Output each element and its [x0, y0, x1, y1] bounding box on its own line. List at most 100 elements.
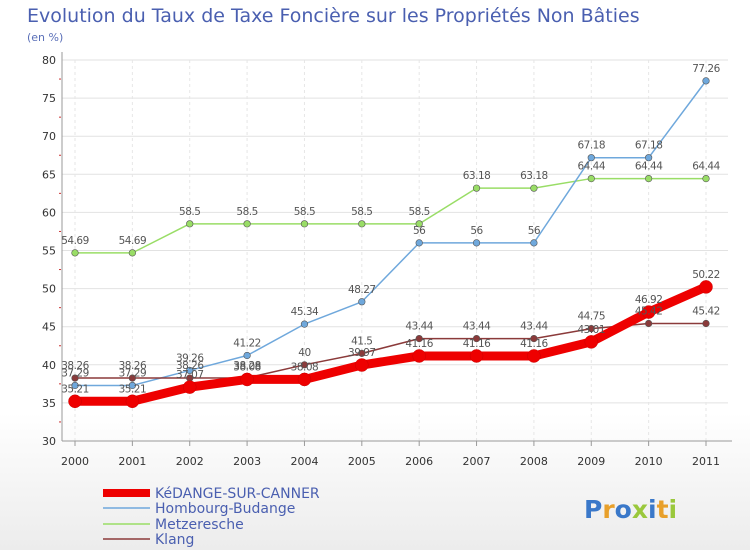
x-tick-label: 2005	[348, 455, 376, 468]
data-point	[297, 372, 312, 387]
data-point	[530, 184, 538, 192]
x-tick-label: 2006	[405, 455, 433, 468]
data-label: 37.07	[176, 369, 204, 381]
data-point	[186, 220, 194, 228]
data-label: 43.44	[463, 321, 491, 333]
x-tick-label: 2001	[118, 455, 146, 468]
data-point	[527, 349, 541, 363]
y-tick-label: 75	[42, 92, 56, 105]
data-point	[125, 394, 140, 409]
y-tick-label: 55	[42, 245, 56, 258]
data-point	[128, 374, 136, 382]
data-label: 64.44	[577, 161, 605, 173]
data-label: 48.27	[348, 284, 376, 296]
data-label: 58.5	[408, 206, 429, 218]
logo-letter: r	[602, 495, 615, 524]
data-label: 43.01	[577, 324, 605, 336]
data-label: 67.18	[577, 140, 605, 152]
data-point	[702, 174, 710, 183]
data-label: 43.44	[405, 321, 433, 333]
data-point	[128, 249, 136, 257]
data-point	[68, 394, 82, 409]
data-label: 45.42	[635, 305, 663, 317]
y-tick-label: 70	[42, 130, 56, 143]
data-point	[300, 220, 309, 228]
data-point	[645, 319, 653, 328]
logo-letter: x	[632, 495, 648, 524]
data-point	[300, 361, 309, 369]
data-point	[641, 305, 656, 319]
data-point	[645, 174, 653, 183]
y-tick-label: 45	[42, 321, 56, 334]
logo-letter: o	[615, 495, 632, 524]
data-label: 41.16	[405, 338, 433, 350]
data-label: 58.5	[179, 206, 200, 218]
x-tick-label: 2008	[520, 455, 548, 468]
data-point	[702, 319, 710, 328]
data-label: 63.18	[463, 170, 491, 182]
data-point	[645, 154, 653, 162]
data-point	[182, 380, 197, 394]
x-tick-label: 2007	[463, 455, 491, 468]
chart-subtitle: (en %)	[27, 31, 63, 44]
data-label: 58.5	[236, 206, 257, 218]
data-label: 45.34	[291, 306, 319, 318]
data-label: 64.44	[635, 161, 663, 173]
data-label: 38.26	[119, 360, 147, 372]
data-label: 39.97	[348, 347, 376, 359]
logo-letter: i	[669, 495, 678, 524]
data-point	[587, 174, 595, 183]
data-point	[584, 335, 599, 349]
data-label: 35.21	[119, 383, 147, 395]
x-tick-label: 2003	[233, 455, 261, 468]
data-point	[587, 154, 595, 162]
x-tick-label: 2010	[635, 455, 663, 468]
data-point	[415, 220, 423, 228]
data-point	[530, 334, 538, 343]
data-label: 41.22	[233, 338, 261, 350]
data-point	[300, 320, 309, 328]
y-tick-label: 50	[42, 283, 56, 296]
legend: KéDANGE-SUR-CANNERHombourg-BudangeMetzer…	[103, 486, 320, 548]
data-point	[71, 249, 79, 257]
series-line-3	[74, 322, 707, 379]
data-label: 38.26	[176, 360, 204, 372]
data-point	[358, 220, 366, 228]
data-label: 45.42	[692, 305, 720, 317]
data-label: 50.22	[692, 269, 720, 281]
y-tick-label: 60	[42, 206, 56, 219]
data-point	[71, 374, 79, 382]
data-point	[530, 239, 538, 247]
data-label: 64.44	[692, 161, 720, 173]
data-label: 39.26	[176, 352, 204, 364]
y-tick-label: 80	[42, 54, 56, 67]
series-line-0	[70, 282, 711, 406]
data-point	[415, 334, 423, 343]
data-label: 58.5	[351, 206, 372, 218]
data-point	[472, 184, 481, 192]
data-label: 56	[470, 225, 483, 237]
data-label: 35.21	[61, 383, 89, 395]
data-point	[355, 358, 369, 372]
legend-label: Hombourg-Budange	[155, 501, 295, 517]
legend-label: KéDANGE-SUR-CANNER	[155, 486, 320, 502]
data-label: 54.69	[119, 235, 147, 247]
legend-label: Metzeresche	[155, 517, 244, 533]
data-point	[71, 381, 79, 390]
chart-title: Evolution du Taux de Taxe Foncière sur l…	[27, 5, 640, 27]
data-label: 56	[528, 225, 541, 237]
data-label: 56	[413, 225, 426, 237]
x-tick-label: 2002	[176, 455, 204, 468]
data-point	[358, 349, 366, 357]
data-point	[358, 298, 366, 306]
logo-letter: i	[648, 495, 657, 524]
logo-letter: t	[657, 495, 669, 524]
data-point	[699, 280, 713, 294]
data-point	[702, 77, 710, 85]
data-label: 38.08	[233, 361, 261, 373]
data-label: 40	[298, 347, 310, 359]
axes: 30 35 40 45 50 55 60 65 70 75 80 2000 2001 2002 2003 20…	[42, 52, 732, 468]
data-point	[469, 349, 484, 363]
